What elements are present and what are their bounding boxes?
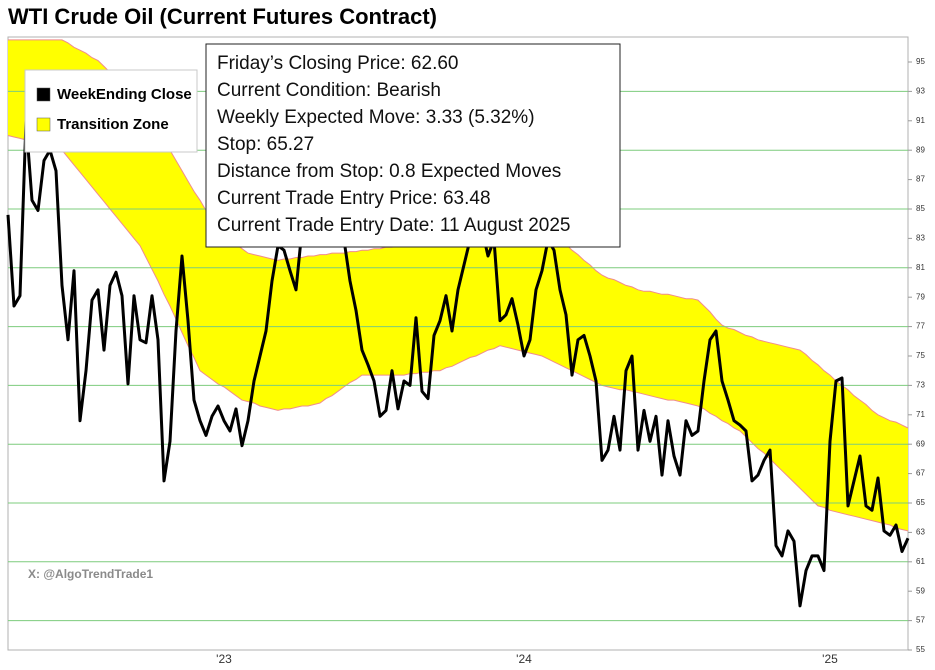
info-line: Current Trade Entry Price: 63.48 (217, 188, 491, 209)
close-line (6, 119, 910, 608)
info-box: Friday’s Closing Price: 62.60 Current Con… (205, 43, 621, 248)
y-tick-label: 75 (916, 351, 925, 360)
y-tick-label: 61 (916, 557, 925, 566)
y-tick-label: 85 (916, 204, 925, 213)
y-tick-label: 63 (916, 528, 925, 537)
y-tick-label: 57 (916, 616, 925, 625)
y-tick-label: 69 (916, 439, 925, 448)
info-line: Friday’s Closing Price: 62.60 (217, 53, 458, 74)
y-tick-label: 73 (916, 381, 925, 390)
y-tick-label: 79 (916, 292, 925, 301)
y-tick-label: 95 (916, 57, 925, 66)
y-tick-label: 81 (916, 263, 925, 272)
legend-box (24, 69, 198, 153)
x-tick-label: '23 (216, 652, 232, 666)
x-tick-label: '25 (822, 652, 838, 666)
chart-title: WTI Crude Oil (Current Futures Contract) (8, 4, 437, 29)
y-tick-label: 65 (916, 498, 925, 507)
y-tick-label: 93 (916, 87, 925, 96)
legend: WeekEnding Close Transition Zone (24, 69, 198, 153)
axis-layer: 55 57 59 61 63 65 67 69 71 73 75 77 79 81 83 85 87 89 91 93… (216, 57, 925, 666)
y-tick-label: 67 (916, 469, 925, 478)
info-line: Weekly Expected Move: 3.33 (5.32%) (217, 107, 535, 128)
y-tick-label: 87 (916, 175, 925, 184)
y-tick-label: 83 (916, 234, 925, 243)
info-line: Distance from Stop: 0.8 Expected Moves (217, 161, 561, 182)
y-tick-label: 77 (916, 322, 925, 331)
info-box-frame (205, 43, 621, 248)
y-tick-label: 59 (916, 586, 925, 595)
legend-label: Transition Zone (57, 116, 169, 133)
x-tick-label: '24 (516, 652, 532, 666)
info-line: Current Condition: Bearish (217, 80, 441, 101)
y-tick-label: 91 (916, 116, 925, 125)
info-line: Current Trade Entry Date: 11 August 2025 (217, 215, 570, 236)
y-tick-label: 89 (916, 145, 925, 154)
watermark: X: @AlgoTrendTrade1 (28, 567, 153, 581)
y-tick-label: 55 (916, 645, 925, 654)
y-tick-label: 71 (916, 410, 925, 419)
legend-swatch (36, 87, 51, 102)
legend-swatch (36, 117, 51, 132)
legend-label: WeekEnding Close (57, 86, 192, 103)
line-layer (6, 119, 910, 608)
info-line: Stop: 65.27 (217, 134, 314, 155)
band-lower-edge (7, 135, 909, 532)
